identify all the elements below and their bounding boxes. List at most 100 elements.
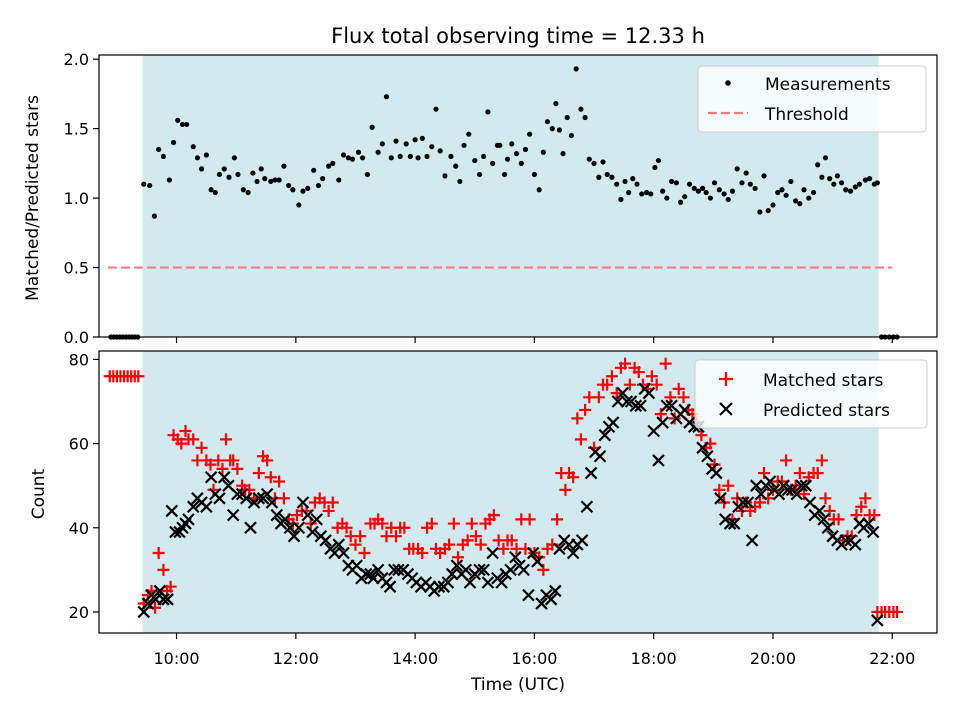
matched-star-point (619, 357, 632, 370)
predicted-star-point (849, 538, 862, 551)
predicted-star-point (821, 521, 835, 535)
predicted-star-point (526, 546, 540, 560)
matched-star-point (645, 370, 658, 383)
matched-star-point (358, 547, 371, 560)
bottom-ytick-label: 20 (69, 603, 89, 622)
measurement-point (867, 176, 873, 182)
predicted-star-point (265, 496, 279, 509)
matched-star-point (474, 538, 487, 551)
measurement-point (504, 156, 511, 162)
matched-star-point (523, 513, 536, 526)
predicted-star-point (517, 563, 530, 577)
bottom-ytick-label: 60 (69, 435, 89, 454)
matched-star-point (533, 551, 546, 564)
predicted-star-point (231, 487, 244, 501)
predicted-star-point (240, 492, 253, 505)
measurement-point (531, 171, 538, 178)
x-tick-label: 20:00 (750, 649, 796, 668)
measurement-point (668, 178, 675, 185)
matched-star-point (390, 530, 403, 543)
measurement-point (212, 189, 218, 196)
measurement-point (838, 180, 845, 186)
matched-star-point (227, 454, 240, 467)
measurement-point (364, 171, 370, 178)
predicted-star-point (459, 563, 473, 577)
bottom-legend-box (694, 359, 928, 429)
predicted-star-point (296, 496, 310, 509)
measurement-point (578, 106, 584, 112)
matched-star-point (443, 538, 456, 551)
legend-predicted-marker (719, 402, 733, 416)
predicted-star-point (287, 529, 301, 543)
measurement-point (686, 181, 693, 187)
measurement-point (245, 189, 251, 196)
measurement-point (216, 171, 223, 178)
measurement-point (388, 155, 394, 161)
measurement-point (522, 146, 529, 153)
predicted-star-point (392, 563, 405, 577)
measurement-point (822, 155, 829, 161)
measurement-point (827, 176, 833, 182)
measurement-point (407, 153, 413, 160)
matched-star-point (815, 454, 828, 467)
matched-star-point (487, 509, 500, 522)
measurement-point (429, 144, 435, 150)
predicted-star-point (463, 576, 477, 589)
measurement-point (240, 187, 246, 193)
measurement-point (527, 131, 533, 137)
matched-star-point (623, 378, 636, 391)
predicted-star-point (871, 614, 884, 627)
matched-star-point (571, 412, 584, 425)
matched-star-point (354, 530, 367, 543)
measurement-point (739, 180, 745, 186)
measurement-point (476, 171, 483, 178)
bottom-yticks: 20 40 60 80 (69, 350, 99, 622)
matched-star-point (610, 387, 623, 400)
measurement-point (330, 160, 336, 166)
measurement-point (272, 177, 278, 183)
predicted-star-point (629, 399, 643, 412)
predicted-star-point (531, 555, 544, 568)
predicted-star-point (486, 546, 499, 560)
predicted-star-point (522, 588, 535, 602)
predicted-star-point (799, 479, 813, 492)
measurement-point (340, 152, 347, 158)
bottom-xticks: 10:00 12:00 14:00 16:00 18:00 20:00 22:00 (153, 633, 915, 668)
measurement-point (600, 159, 606, 165)
predicted-star-point (795, 479, 808, 492)
measurement-point (648, 191, 654, 197)
measurement-point (415, 155, 421, 161)
predicted-star-point (754, 487, 768, 501)
predicted-star-point (745, 534, 759, 547)
predicted-star-point (301, 508, 315, 522)
measurement-point (203, 152, 209, 158)
predicted-star-point (642, 386, 656, 400)
measurement-point (801, 187, 807, 193)
predicted-star-point (866, 525, 880, 539)
predicted-star-point (593, 449, 607, 463)
predicted-star-point (226, 508, 240, 522)
measurement-point (682, 194, 688, 200)
top-plot-frame (98, 54, 938, 338)
x-tick-label: 12:00 (273, 649, 319, 668)
measurement-point (862, 177, 869, 183)
matched-star-point (220, 433, 233, 446)
measurement-point (677, 199, 684, 205)
matched-star-point (579, 403, 592, 416)
predicted-star-point (473, 563, 486, 577)
matched-star-point (708, 458, 721, 471)
x-tick-label: 16:00 (511, 649, 557, 668)
predicted-star-point (182, 513, 195, 526)
measurement-point (286, 182, 292, 189)
measurement-point (194, 155, 201, 161)
predicted-star-point (252, 492, 266, 505)
measurement-point (783, 192, 789, 198)
predicted-star-point (566, 546, 580, 560)
predicted-star-point (319, 534, 332, 547)
measurement-point (596, 174, 602, 180)
predicted-star-point (723, 517, 737, 530)
matched-star-point (212, 454, 225, 467)
predicted-star-point (359, 567, 373, 581)
measurement-point (424, 153, 430, 160)
matched-star-point (659, 357, 672, 370)
